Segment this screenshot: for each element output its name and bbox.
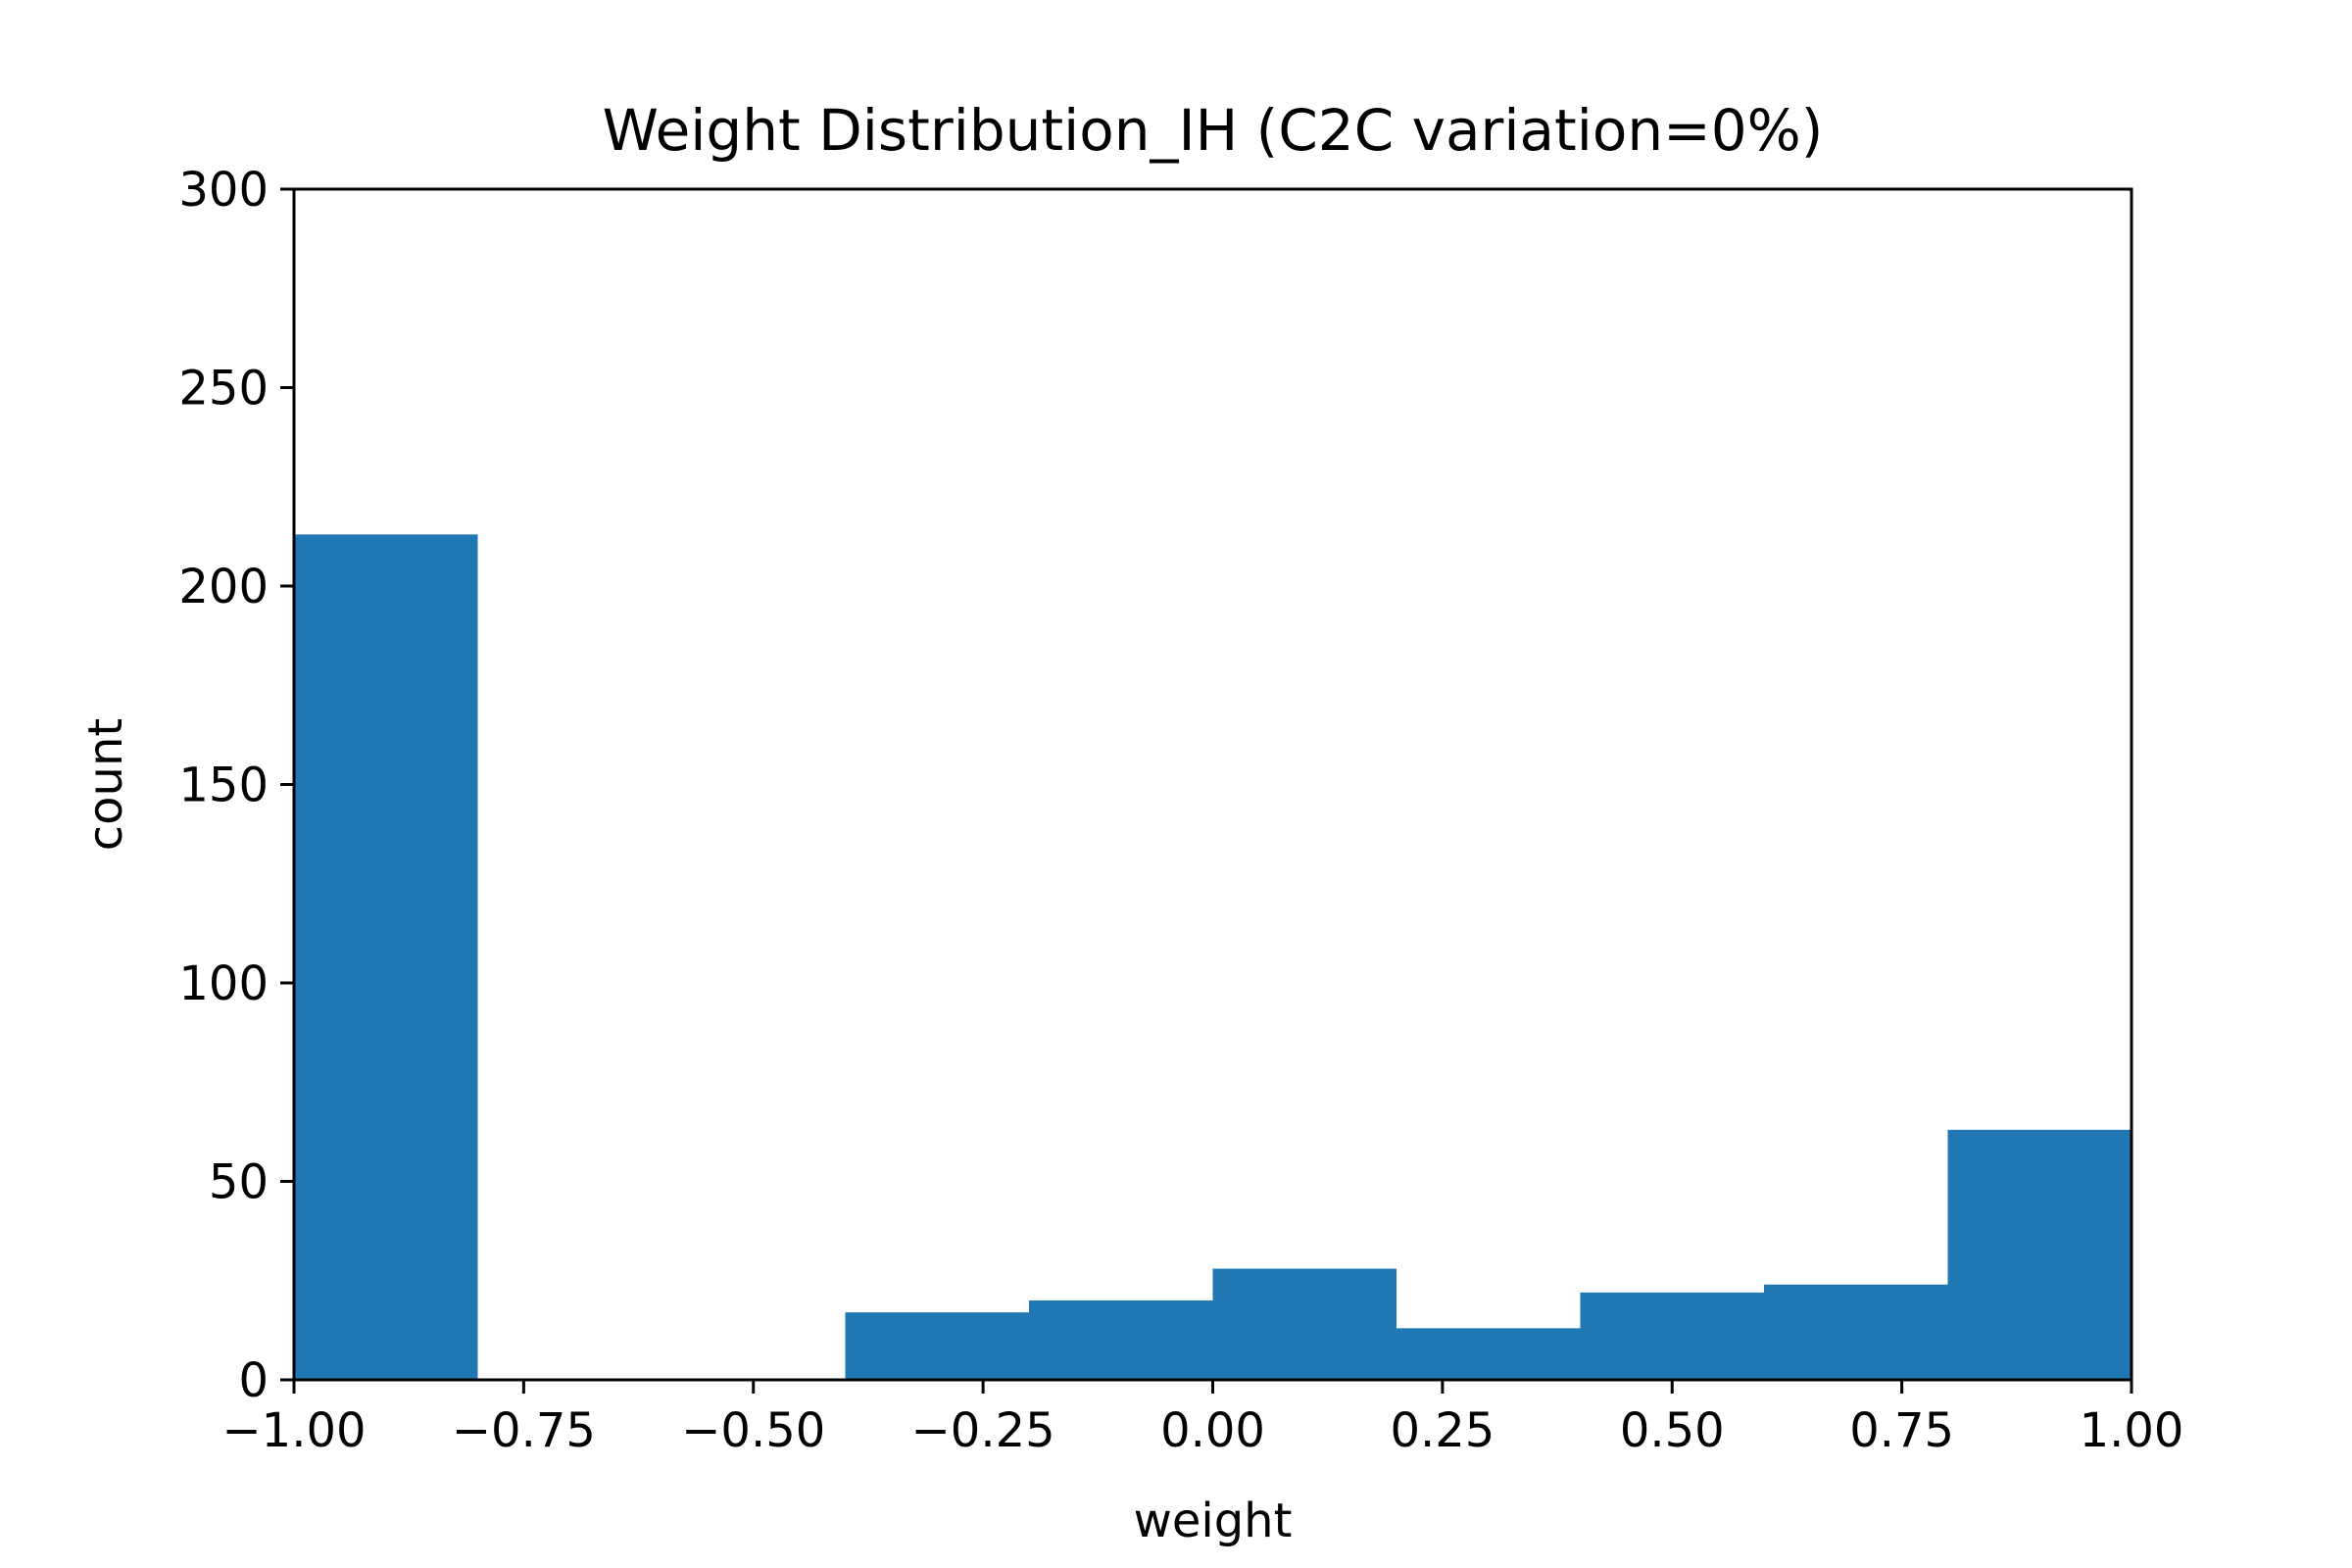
y-tick-label: 250 (178, 362, 269, 416)
x-tick-label: −0.75 (452, 1403, 596, 1458)
histogram-bar (1947, 1129, 2132, 1380)
histogram-bar (294, 534, 478, 1380)
x-tick-label: −0.25 (911, 1403, 1055, 1458)
y-tick-label: 300 (178, 163, 269, 218)
x-tick-label: 1.00 (2080, 1403, 2184, 1458)
histogram-bar (1580, 1292, 1764, 1380)
y-tick-label: 200 (178, 560, 269, 614)
bars-group (294, 534, 2132, 1380)
histogram-bar (1396, 1328, 1581, 1380)
y-tick-label: 150 (178, 759, 269, 813)
y-tick-label: 50 (209, 1155, 269, 1210)
chart-title: Weight Distribution_IH (C2C variation=0%… (603, 97, 1824, 164)
x-tick-label: −0.50 (681, 1403, 825, 1458)
x-axis-ticks: −1.00 −0.75 −0.50 −0.25 0.00 0.25 0.50 0.75 1.00 (221, 1380, 2183, 1458)
y-axis-ticks: 0 50 100 150 200 250 300 (178, 163, 294, 1408)
x-tick-label: 0.75 (1849, 1403, 1954, 1458)
y-axis-label: count (78, 718, 133, 851)
histogram-bar (1764, 1284, 1948, 1380)
x-tick-label: −1.00 (221, 1403, 366, 1458)
histogram-bar (845, 1312, 1029, 1380)
histogram-bar (1029, 1300, 1213, 1380)
y-tick-label: 100 (178, 956, 269, 1011)
histogram-bar (1212, 1268, 1396, 1380)
x-tick-label: 0.50 (1620, 1403, 1725, 1458)
x-axis-label: weight (1134, 1494, 1293, 1548)
y-tick-label: 0 (238, 1353, 269, 1408)
x-tick-label: 0.00 (1160, 1403, 1265, 1458)
x-tick-label: 0.25 (1390, 1403, 1494, 1458)
